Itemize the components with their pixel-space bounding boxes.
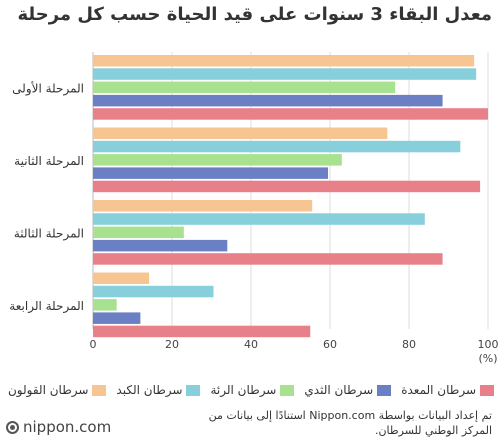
legend: سرطان المعدة سرطان الثدي سرطان الرئة سرطان …	[8, 383, 494, 397]
source-note: تم إعداد البيانات بواسطة Nippon.com استن…	[208, 409, 492, 437]
bar	[93, 68, 477, 80]
x-axis-unit-label: (%)	[478, 352, 497, 365]
nippon-logo-icon	[6, 420, 19, 434]
legend-item: سرطان الثدي	[304, 383, 392, 397]
bar	[93, 325, 311, 338]
legend-item: سرطان القولون	[7, 383, 107, 397]
bar	[93, 213, 425, 225]
bar	[93, 299, 117, 311]
legend-item: سرطان المعدة	[401, 383, 494, 397]
tick-label: 80	[402, 338, 416, 351]
chart-title: معدل البقاء 3 سنوات على قيد الحياة حسب ك…	[17, 4, 492, 25]
legend-swatch	[280, 384, 295, 396]
legend-item: سرطان الرئة	[210, 383, 295, 397]
legend-label: سرطان القولون	[7, 383, 89, 397]
legend-swatch	[92, 384, 107, 396]
bar-chart: المرحلة الأولى المرحلة الثانية المرحلة الث…	[9, 52, 499, 365]
category-labels: المرحلة الأولى المرحلة الثانية المرحلة الث…	[9, 80, 84, 314]
category-label: المرحلة الثانية	[14, 154, 84, 169]
brand-text: nippon.com	[23, 418, 112, 436]
legend-swatch	[480, 384, 494, 396]
tick-label: 20	[165, 338, 179, 351]
legend-swatch	[377, 384, 392, 396]
category-label: المرحلة الرابعة	[9, 299, 84, 314]
bar	[93, 140, 461, 153]
bar	[93, 239, 228, 252]
category-label: المرحلة الثالثة	[14, 226, 84, 241]
bar	[93, 108, 488, 120]
tick-label: 40	[244, 338, 258, 351]
legend-label: سرطان الرئة	[210, 383, 277, 397]
bar	[93, 180, 481, 193]
bar	[93, 154, 342, 166]
bars	[93, 55, 488, 338]
tick-label: 100	[478, 338, 499, 351]
bar	[93, 81, 396, 94]
tick-labels: 0 20 40 60 80 100	[90, 338, 499, 351]
category-label: المرحلة الأولى	[12, 80, 84, 96]
bar	[93, 55, 475, 67]
bar	[93, 312, 141, 324]
bar	[93, 272, 150, 284]
legend-label: سرطان الثدي	[304, 383, 374, 397]
bar	[93, 127, 388, 139]
legend-swatch	[186, 384, 201, 396]
legend-label: سرطان المعدة	[401, 383, 476, 397]
bar	[93, 226, 184, 239]
bar	[93, 94, 443, 107]
bar	[93, 285, 214, 298]
legend-item: سرطان الكبد	[116, 383, 201, 397]
brand-logo: nippon.com	[6, 418, 111, 436]
bar	[93, 200, 313, 212]
tick-label: 60	[323, 338, 337, 351]
bar	[93, 167, 329, 179]
legend-label: سرطان الكبد	[116, 383, 183, 397]
bar	[93, 253, 443, 265]
tick-label: 0	[90, 338, 97, 351]
